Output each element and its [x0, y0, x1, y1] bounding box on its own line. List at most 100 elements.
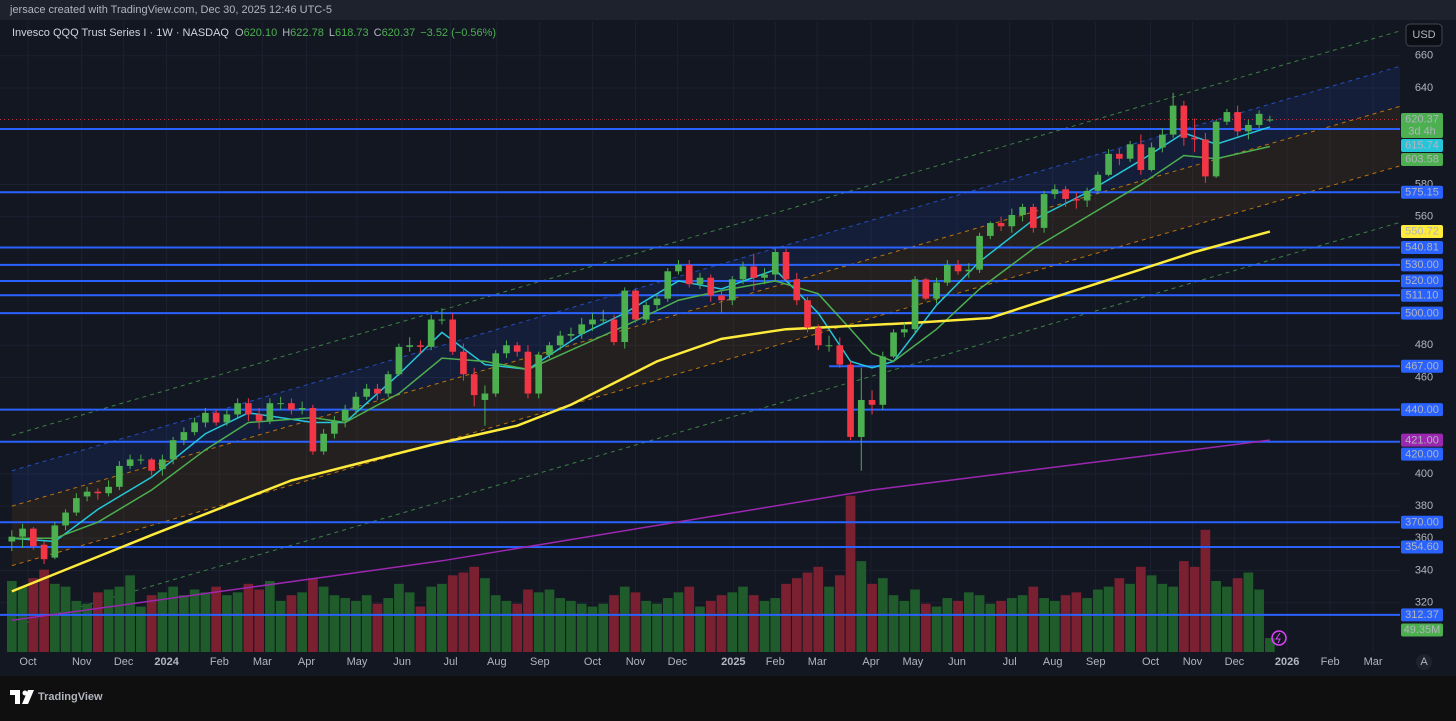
axis-label: 420.00	[1405, 448, 1439, 460]
candle-body	[750, 266, 758, 278]
candle-body	[589, 319, 596, 325]
volume-bar	[1265, 637, 1275, 652]
countdown: 3d 4h	[1408, 125, 1436, 137]
candle-body	[1266, 119, 1274, 121]
candle-body	[309, 408, 317, 452]
key: L	[329, 27, 335, 39]
auto-button[interactable]	[1416, 654, 1432, 670]
volume-bar	[1243, 572, 1254, 652]
candle-body	[782, 251, 790, 280]
volume-bar	[404, 592, 415, 652]
candle-body	[470, 374, 478, 396]
candle-body	[8, 536, 16, 542]
currency-button[interactable]	[1405, 23, 1443, 47]
candle-body	[825, 345, 833, 347]
volume-bar	[867, 583, 877, 652]
candle-body	[395, 346, 403, 375]
axis-label: 575.15	[1405, 186, 1439, 198]
y-tick-label: 340	[1415, 564, 1433, 576]
candle-body	[900, 329, 908, 333]
x-tick-label: Mar	[253, 656, 272, 668]
candle-body	[212, 412, 220, 423]
volume-bar	[1071, 592, 1082, 652]
volume-bar	[974, 595, 985, 652]
volume-bar	[523, 589, 533, 652]
volume-bar	[125, 575, 135, 652]
candle-body	[546, 345, 553, 355]
candle-body	[202, 412, 209, 423]
x-tick-label: Feb	[210, 656, 229, 668]
volume-bar	[759, 600, 770, 652]
volume-bar	[114, 586, 125, 652]
candle-body	[180, 432, 188, 441]
candle-body	[1116, 153, 1123, 159]
currency[interactable]: USD	[1412, 29, 1435, 41]
candle-body	[1245, 124, 1252, 132]
candle-body	[1169, 105, 1177, 135]
volume-bar	[60, 586, 71, 652]
candle-body	[288, 403, 295, 410]
candle-body	[1083, 190, 1091, 201]
channel-line	[11, 30, 1400, 436]
candle-body	[728, 279, 736, 301]
volume-bar	[566, 600, 576, 652]
legend: Invesco QQQ Trust Series I · 1W · NASDAQ…	[12, 27, 496, 39]
candle-body	[51, 525, 59, 558]
candle-body	[535, 354, 543, 394]
candle-body	[234, 403, 241, 415]
volume-bar	[609, 595, 619, 652]
volume-bar	[329, 595, 340, 652]
volume-bar	[544, 589, 555, 652]
value: 618.73	[335, 27, 369, 39]
volume-bar	[1103, 586, 1114, 652]
volume-bar	[157, 592, 168, 652]
volume-bar	[71, 600, 82, 652]
candle-body	[148, 459, 155, 471]
volume-bar	[920, 603, 931, 652]
auto-label[interactable]: A	[1420, 656, 1428, 668]
x-tick-label: Oct	[584, 656, 601, 668]
volume-bar	[286, 595, 297, 652]
indicator-line	[11, 145, 1271, 540]
candle-body	[481, 393, 489, 400]
y-tick-label: 460	[1415, 371, 1433, 383]
candle-body	[255, 414, 263, 421]
volume-bar	[619, 586, 630, 652]
candle-body	[1159, 134, 1166, 148]
axis-label-box	[1401, 515, 1443, 529]
axis-label-box	[1401, 185, 1443, 199]
volume-bar	[781, 583, 791, 652]
alert-icon[interactable]	[1271, 630, 1287, 646]
volume-bar	[340, 598, 350, 652]
volume-bar	[1200, 529, 1211, 652]
volume-bar	[1168, 586, 1178, 652]
x-tick-label: Aug	[1043, 656, 1063, 668]
volume-bar	[39, 569, 49, 652]
candle-body	[266, 403, 274, 421]
candle-body	[1008, 215, 1016, 227]
volume-bar	[598, 603, 609, 652]
volume-bar	[1136, 566, 1146, 652]
volume-bar	[232, 592, 243, 652]
candle-body	[137, 459, 145, 461]
volume-bar	[727, 592, 738, 652]
candle-body	[1223, 112, 1231, 122]
axis-label: 550.72	[1405, 226, 1439, 238]
candle-body	[30, 528, 37, 547]
volume-bar	[630, 592, 641, 652]
volume-bar	[103, 589, 114, 652]
channel-line	[11, 65, 1400, 472]
candle-body	[632, 290, 639, 320]
axis-label-box	[1401, 288, 1443, 302]
volume-bar	[1006, 598, 1017, 652]
axis-label: 370.00	[1405, 516, 1439, 528]
indicator-line	[11, 439, 1270, 622]
volume-bar	[888, 595, 899, 652]
x-tick-label: Dec	[668, 656, 688, 668]
value: 620.37	[382, 27, 416, 39]
candle-body	[1202, 139, 1209, 177]
volume-bar	[265, 580, 275, 652]
y-tick-label: 660	[1415, 50, 1433, 62]
volume-bar	[426, 586, 437, 652]
